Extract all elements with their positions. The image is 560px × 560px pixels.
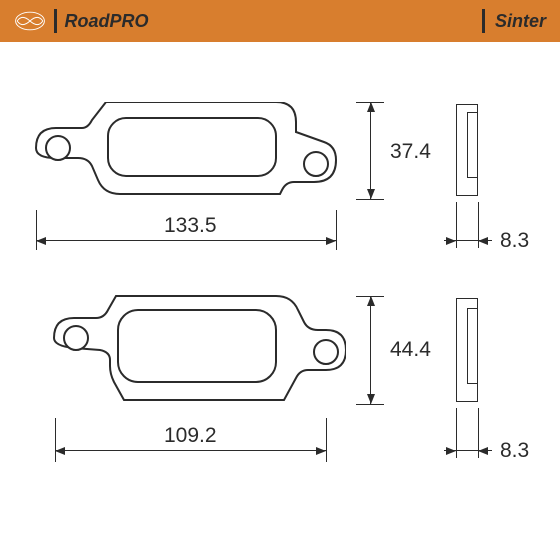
- dim-pad2-height: 44.4: [390, 338, 431, 362]
- dim-pad2-thickness: 8.3: [500, 439, 529, 463]
- dim-pad1-w-line: [36, 240, 336, 241]
- header-separator: [54, 9, 57, 33]
- dim-pad1-h-line: [370, 102, 371, 199]
- brake-pad-1-side-inner: [467, 112, 478, 178]
- header-right: Sinter: [482, 9, 546, 33]
- arrow-icon: [36, 237, 46, 245]
- header-left: RoadPRO: [14, 9, 149, 33]
- dim-pad2-h-tick-bot: [356, 404, 384, 405]
- brand-name: RoadPRO: [65, 11, 149, 32]
- arrow-icon: [478, 447, 488, 455]
- dim-pad2-w-tick-l: [55, 418, 56, 462]
- dim-pad1-t-tick-l: [456, 202, 457, 248]
- dim-pad1-h-tick-bot: [356, 199, 384, 200]
- dim-pad1-w-tick-r: [336, 210, 337, 250]
- arrow-icon: [446, 447, 456, 455]
- brand-logo-icon: [14, 9, 46, 33]
- dim-pad2-width: 109.2: [160, 424, 221, 448]
- brake-pad-2-side-inner: [467, 308, 478, 384]
- header-bar: RoadPRO Sinter: [0, 0, 560, 42]
- brand-pro: PRO: [110, 11, 149, 31]
- dim-pad1-height: 37.4: [390, 140, 431, 164]
- arrow-icon: [367, 296, 375, 306]
- arrow-icon: [367, 189, 375, 199]
- dim-pad2-w-tick-r: [326, 418, 327, 462]
- arrow-icon: [367, 394, 375, 404]
- brand-road: Road: [65, 11, 110, 31]
- brake-pad-1-face: [26, 102, 346, 202]
- dim-pad1-width: 133.5: [160, 214, 221, 238]
- dim-pad1-thickness: 8.3: [500, 229, 529, 253]
- dim-pad2-w-line: [55, 450, 326, 451]
- arrow-icon: [446, 237, 456, 245]
- arrow-icon: [478, 237, 488, 245]
- arrow-icon: [367, 102, 375, 112]
- dim-pad2-h-line: [370, 296, 371, 404]
- product-type: Sinter: [495, 11, 546, 32]
- arrow-icon: [316, 447, 326, 455]
- arrow-icon: [55, 447, 65, 455]
- arrow-icon: [326, 237, 336, 245]
- brake-pad-2-face: [46, 292, 346, 412]
- diagram-area: 37.4 133.5 8.3 44.4 109.2 8: [0, 42, 560, 560]
- header-separator-right: [482, 9, 485, 33]
